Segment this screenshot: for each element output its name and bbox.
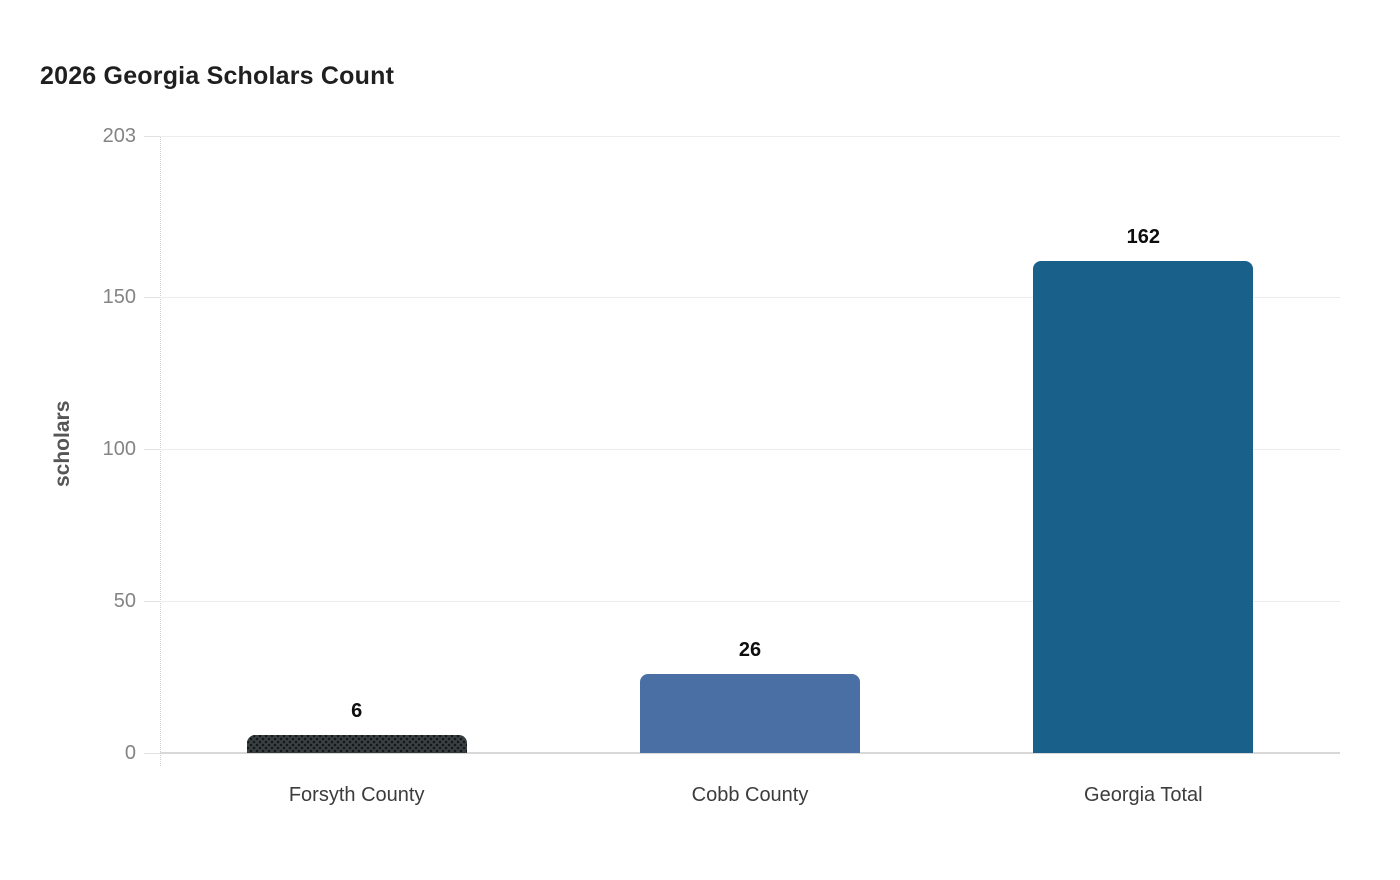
x-category-label: Cobb County [691, 784, 809, 806]
y-tick-mark [144, 753, 160, 754]
y-tick-mark [144, 449, 160, 451]
chart-title: 2026 Georgia Scholars Count [40, 62, 395, 90]
y-gridline [160, 601, 1340, 603]
plot-area: 6 26 162 [144, 136, 1340, 754]
y-tick-label: 203 [102, 125, 136, 147]
y-tick-label: 100 [102, 438, 136, 461]
y-tick-mark [144, 601, 160, 603]
bar-forsyth-county [246, 734, 467, 753]
bar-georgia-total [1033, 260, 1254, 753]
y-tick-label: 150 [102, 286, 136, 309]
bar-cobb-county [640, 673, 860, 753]
y-gridline [160, 449, 1340, 451]
bar-value-label: 26 [738, 638, 762, 661]
y-axis-line [160, 136, 161, 766]
bar-value-label: 162 [1126, 225, 1161, 248]
y-tick-mark [144, 136, 160, 137]
y-gridline [160, 752, 1340, 754]
y-tick-label: 50 [113, 590, 136, 613]
y-tick-mark [144, 297, 160, 299]
x-category-label: Forsyth County [288, 784, 425, 806]
x-category-label: Georgia Total [1084, 784, 1203, 806]
y-tick-label: 0 [124, 742, 136, 764]
y-gridline [160, 136, 1340, 137]
y-gridline [160, 297, 1340, 299]
bar-value-label: 6 [351, 699, 363, 722]
